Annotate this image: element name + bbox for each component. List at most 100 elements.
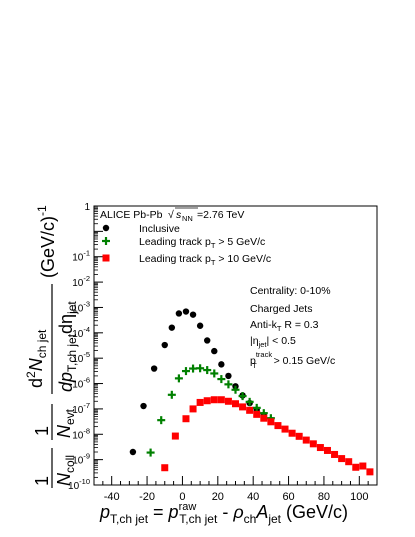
data-point — [232, 400, 239, 408]
data-point — [274, 422, 282, 430]
data-point — [260, 414, 268, 422]
data-point — [338, 455, 346, 463]
data-point — [245, 397, 254, 406]
data-series — [129, 308, 374, 476]
y-frac3-den: dpT,ch jetdηjet — [56, 301, 79, 392]
data-point — [253, 410, 261, 418]
y-frac2-num: 1 — [32, 426, 52, 436]
legend: Inclusive Leading track pT > 5 GeV/c Lea… — [102, 223, 271, 267]
y-tick-label: 10-7 — [72, 401, 90, 416]
legend-marker-inclusive — [102, 224, 110, 232]
data-point — [288, 429, 296, 437]
y-tick-label: 10-5 — [72, 350, 90, 365]
y-tick-label: 1 — [84, 202, 90, 213]
data-point — [129, 448, 137, 456]
data-point — [224, 397, 232, 405]
data-point — [175, 310, 183, 317]
data-point — [210, 396, 218, 404]
data-point — [218, 361, 225, 368]
x-axis: -40 -20 0 20 40 60 80 100 — [93, 476, 378, 503]
data-point — [157, 416, 166, 425]
x-tick-label: -40 — [104, 491, 120, 503]
legend-marker-track10 — [102, 254, 110, 262]
x-tick-label: 100 — [350, 491, 368, 503]
data-point — [295, 432, 303, 440]
data-point — [182, 308, 190, 315]
energy-root: √ — [168, 209, 174, 221]
data-point — [331, 450, 339, 458]
annotations: Centrality: 0-10% Charged Jets Anti-kT R… — [250, 285, 335, 370]
y-frac3-num: d2Nch jet — [24, 329, 49, 388]
data-point — [323, 446, 331, 454]
data-point — [281, 425, 289, 433]
data-point — [146, 448, 155, 457]
annotation-pt: ptrack T > 0.15 GeV/c — [250, 350, 335, 370]
legend-label-track5: Leading track pT > 5 GeV/c — [139, 236, 265, 250]
data-point — [302, 436, 310, 444]
energy-sub: NN — [182, 214, 193, 223]
data-point — [189, 311, 197, 318]
x-tick-label: 80 — [318, 491, 330, 503]
y-tick-label: 10-10 — [68, 477, 90, 492]
data-point — [189, 405, 197, 413]
y-frac1-num: 1 — [32, 476, 52, 486]
data-point — [150, 365, 158, 372]
data-point — [161, 341, 168, 349]
data-point — [267, 418, 275, 426]
annotation-antikt: Anti-kT R = 0.3 — [250, 319, 319, 333]
data-point — [204, 337, 211, 344]
annotation-charged: Charged Jets — [250, 303, 312, 315]
header: ALICE Pb-Pb √ s NN =2.76 TeV — [100, 207, 244, 223]
x-tick-label: -20 — [139, 491, 155, 503]
y-frac1-den: Ncoll — [54, 455, 77, 486]
data-point — [345, 458, 353, 466]
legend-label-track10: Leading track pT > 10 GeV/c — [139, 253, 271, 267]
legend-label-inclusive: Inclusive — [139, 223, 180, 235]
y-tick-label: 10-9 — [72, 452, 90, 467]
y-unit: (GeV/c)-1 — [35, 205, 58, 278]
data-point — [309, 440, 317, 448]
header-text: ALICE Pb-Pb — [100, 209, 163, 221]
energy-s: s — [176, 209, 182, 221]
data-point — [140, 402, 147, 410]
y-tick-label: 10-1 — [72, 249, 90, 264]
data-point — [224, 380, 233, 389]
data-point — [182, 415, 190, 423]
annotation-eta: |ηjet| < 0.5 — [250, 335, 296, 349]
data-point — [196, 322, 204, 329]
data-point — [203, 366, 212, 375]
series-2 — [161, 396, 374, 476]
data-point — [171, 432, 179, 440]
data-point — [167, 390, 176, 399]
y-tick-label: 10-8 — [72, 426, 90, 441]
data-point — [168, 324, 176, 331]
y-axis-title: 1 Ncoll 1 Nevt d2Nch jet dpT,ch jetdηjet… — [24, 205, 79, 488]
data-point — [231, 385, 240, 394]
data-point — [211, 347, 218, 355]
legend-marker-track5 — [102, 237, 110, 245]
series-1 — [146, 364, 275, 457]
y-tick-label: 10-2 — [72, 274, 90, 289]
data-point — [210, 369, 219, 378]
data-point — [189, 364, 198, 373]
x-tick-label: 60 — [282, 491, 294, 503]
annotation-centrality: Centrality: 0-10% — [250, 285, 331, 297]
data-point — [217, 396, 225, 404]
x-tick-label: 0 — [179, 491, 185, 503]
x-tick-label: 20 — [212, 491, 224, 503]
data-point — [196, 398, 204, 406]
energy-value: =2.76 TeV — [197, 209, 244, 221]
data-point — [366, 468, 374, 476]
y-axis: 1 10-1 10-2 10-3 10-4 10-5 10-6 10-7 10-8 10-9 10-… — [68, 202, 103, 492]
data-point — [174, 374, 183, 383]
data-point — [181, 367, 190, 376]
data-point — [359, 462, 367, 470]
data-point — [161, 464, 169, 472]
y-frac2-den: Nevt — [54, 408, 77, 438]
data-point — [352, 463, 360, 471]
y-tick-label: 10-3 — [72, 299, 90, 314]
data-point — [246, 406, 254, 414]
data-point — [252, 403, 261, 412]
